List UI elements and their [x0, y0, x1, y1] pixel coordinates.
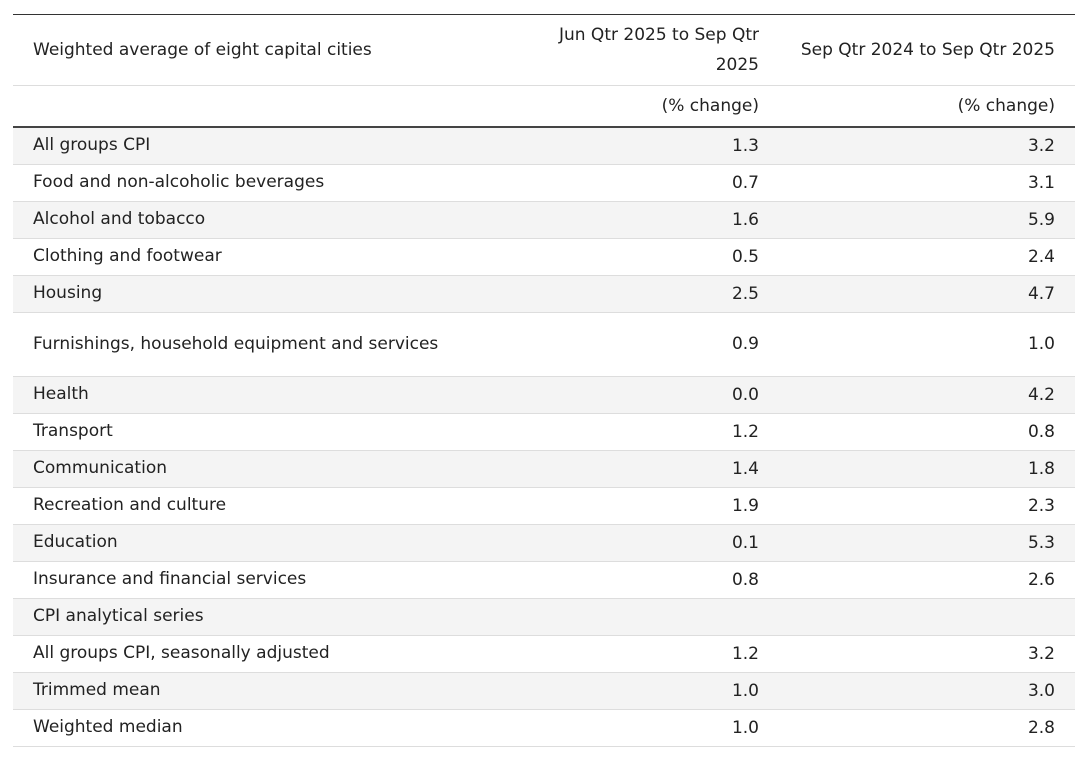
annual-change-value: 5.9: [1027, 209, 1055, 230]
row-label: Weighted median: [33, 717, 183, 737]
quarterly-change-value: 1.0: [731, 680, 759, 701]
row-label: Health: [33, 384, 89, 404]
table-row: Education 0.1 5.3: [13, 524, 1075, 561]
annual-change-value: 4.2: [1027, 384, 1055, 405]
table-row: Health 0.0 4.2: [13, 376, 1075, 413]
quarterly-change-value: 2.5: [731, 283, 759, 304]
quarterly-change-value: 1.4: [731, 458, 759, 479]
column-header-category: Weighted average of eight capital cities: [33, 40, 372, 60]
unit-cell-empty: [13, 85, 518, 128]
row-label: Education: [33, 532, 118, 552]
quarterly-change-value: 0.0: [731, 384, 759, 405]
quarterly-change-value: 1.9: [731, 495, 759, 516]
table-row: Communication 1.4 1.8: [13, 450, 1075, 487]
annual-change-value: 1.0: [1027, 334, 1055, 354]
column-header-annual-change: Sep Qtr 2024 to Sep Qtr 2025: [800, 40, 1055, 60]
unit-label-quarterly: (% change): [518, 85, 765, 128]
header-row: Weighted average of eight capital cities…: [13, 15, 1075, 86]
annual-change-value: 2.6: [1027, 569, 1055, 590]
column-header-quarterly-change: Jun Qtr 2025 to Sep Qtr 2025: [558, 25, 759, 75]
row-label: Insurance and financial services: [33, 569, 307, 589]
row-label: Alcohol and tobacco: [33, 209, 206, 229]
quarterly-change-value: 1.3: [731, 135, 759, 156]
annual-change-value: 4.7: [1027, 283, 1055, 304]
table-row: Transport 1.2 0.8: [13, 413, 1075, 450]
table-row: Alcohol and tobacco 1.6 5.9: [13, 201, 1075, 238]
annual-change-value: 2.8: [1027, 717, 1055, 738]
unit-label-annual: (% change): [765, 85, 1075, 128]
cpi-table: Weighted average of eight capital cities…: [13, 15, 1075, 747]
quarterly-change-value: 0.7: [731, 172, 759, 193]
row-label: Housing: [33, 283, 103, 303]
quarterly-change-value: 1.6: [731, 209, 759, 230]
row-label: Communication: [33, 458, 167, 478]
section-row: CPI analytical series: [13, 598, 1075, 635]
quarterly-change-value: 1.2: [731, 421, 759, 442]
annual-change-value: 0.8: [1027, 421, 1055, 442]
table-row: All groups CPI, seasonally adjusted 1.2 3.…: [13, 635, 1075, 672]
quarterly-change-value: 0.1: [731, 532, 759, 553]
unit-row: (% change) (% change): [13, 85, 1075, 128]
annual-change-value: 2.4: [1027, 246, 1055, 267]
quarterly-change-value: 1.0: [731, 717, 759, 738]
table-row: Clothing and footwear 0.5 2.4: [13, 238, 1075, 275]
quarterly-change-value: 1.2: [731, 643, 759, 664]
annual-change-value: 3.1: [1027, 172, 1055, 193]
annual-change-value: 3.2: [1027, 643, 1055, 664]
row-label: Recreation and culture: [33, 495, 227, 515]
cpi-table-container: Weighted average of eight capital cities…: [13, 14, 1075, 747]
table-row: Recreation and culture 1.9 2.3: [13, 487, 1075, 524]
annual-change-value: 2.3: [1027, 495, 1055, 516]
section-label: CPI analytical series: [33, 606, 204, 626]
quarterly-change-value: [518, 598, 765, 635]
quarterly-change-value: 0.8: [731, 569, 759, 590]
row-label: All groups CPI, seasonally adjusted: [33, 643, 330, 663]
table-row: Furnishings, household equipment and ser…: [13, 312, 1075, 376]
annual-change-value: 3.0: [1027, 680, 1055, 701]
table-row: Food and non-alcoholic beverages 0.7 3.1: [13, 164, 1075, 201]
quarterly-change-value: 0.9: [731, 334, 759, 354]
annual-change-value: 3.2: [1027, 135, 1055, 156]
row-label: Food and non-alcoholic beverages: [33, 172, 325, 192]
table-row: Trimmed mean 1.0 3.0: [13, 672, 1075, 709]
annual-change-value: 1.8: [1027, 458, 1055, 479]
annual-change-value: [765, 598, 1075, 635]
row-label: Trimmed mean: [33, 680, 161, 700]
table-row: Weighted median 1.0 2.8: [13, 709, 1075, 746]
table-row: All groups CPI 1.3 3.2: [13, 127, 1075, 164]
annual-change-value: 5.3: [1027, 532, 1055, 553]
table-row: Insurance and financial services 0.8 2.6: [13, 561, 1075, 598]
row-label: Clothing and footwear: [33, 246, 222, 266]
table-row: Housing 2.5 4.7: [13, 275, 1075, 312]
row-label: Transport: [33, 421, 113, 441]
quarterly-change-value: 0.5: [731, 246, 759, 267]
row-label: All groups CPI: [33, 135, 151, 156]
row-label: Furnishings, household equipment and ser…: [33, 333, 439, 354]
